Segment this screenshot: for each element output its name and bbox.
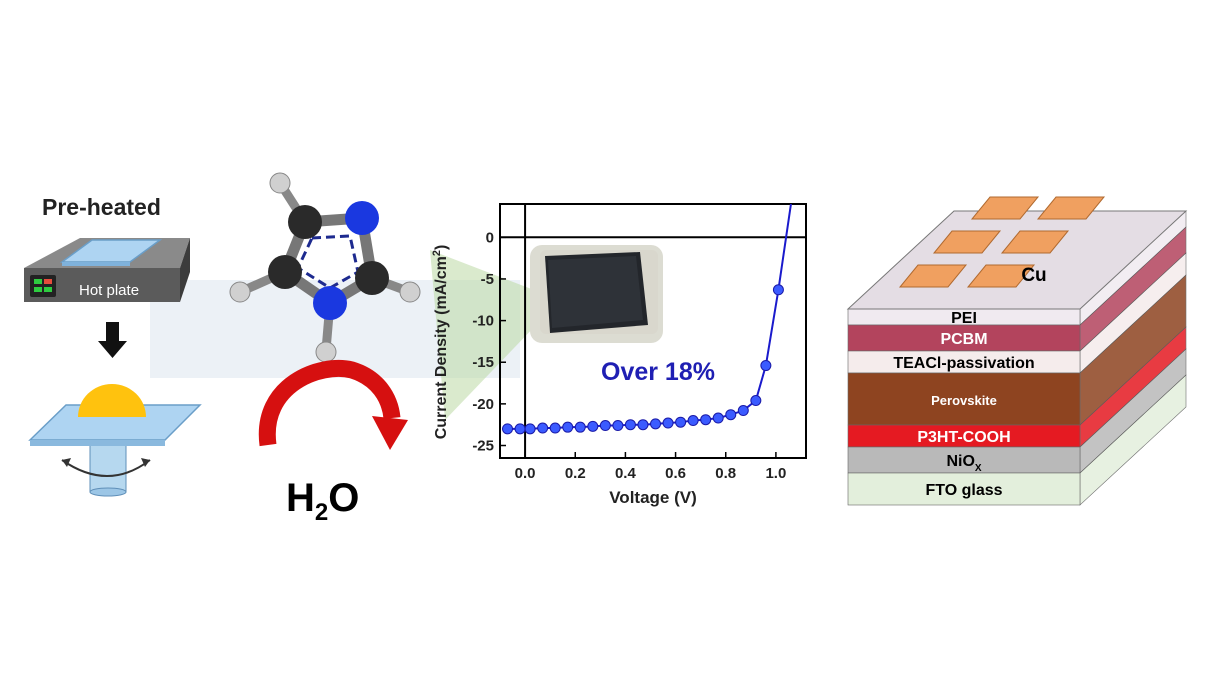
data-point [502, 423, 514, 435]
imidazole-molecule [229, 172, 421, 363]
layer-front [847, 324, 1081, 352]
water-label: H2O [286, 476, 360, 526]
x-tick-label: 0.0 [515, 465, 536, 482]
x-tick-label: 0.2 [565, 465, 586, 482]
data-point [599, 420, 611, 432]
data-point [562, 421, 574, 433]
x-tick-label: 0.4 [615, 465, 637, 482]
layer-label: P3HT-COOH [917, 429, 1010, 446]
data-point [524, 423, 536, 435]
process-beam [150, 280, 520, 378]
device-stack: PEI PCBM TEACl-passivation Perovskite P3HT-C… [846, 196, 1188, 506]
green-spotlight [430, 250, 560, 420]
layer-label: Perovskite [931, 393, 997, 408]
spin-coater [28, 384, 202, 497]
cu-electrode-pad [966, 264, 1036, 288]
data-point [650, 418, 662, 430]
x-tick-label: 1.0 [765, 465, 786, 482]
data-point [687, 415, 699, 427]
data-point [624, 419, 636, 431]
layer-label: FTO glass [925, 482, 1002, 499]
perovskite-film-photo [530, 245, 663, 343]
cu-electrode-pad [1036, 196, 1106, 220]
data-point [612, 420, 624, 432]
cu-electrode-pad [898, 264, 968, 288]
x-tick-label: 0.6 [665, 465, 686, 482]
data-point [750, 395, 762, 407]
data-point [549, 422, 561, 434]
data-point [675, 416, 687, 428]
layer-label: TEACl-passivation [893, 355, 1034, 372]
data-point [772, 284, 784, 296]
data-point [700, 414, 712, 426]
down-arrow [98, 322, 127, 358]
data-point [760, 360, 772, 372]
data-point [637, 419, 649, 431]
x-axis-label: Voltage (V) [609, 488, 697, 507]
data-point [514, 423, 526, 435]
red-curved-arrow [258, 360, 408, 450]
y-tick-label: -25 [472, 438, 494, 455]
y-axis-label: Current Density (mA/cm2) [431, 245, 450, 440]
data-point [587, 420, 599, 432]
y-tick-label: -10 [472, 313, 494, 330]
cu-electrode-pad [932, 230, 1002, 254]
layer-front [847, 372, 1081, 426]
cu-electrode-pad [1000, 230, 1070, 254]
cu-label: Cu [1021, 265, 1046, 286]
hot-plate: Hot plate [24, 238, 190, 302]
plot-frame [499, 203, 807, 459]
layer-label: NiOX [946, 453, 981, 474]
data-point [725, 409, 737, 421]
data-point [712, 412, 724, 424]
y-tick-label: 0 [486, 229, 494, 246]
layer-label: PEI [951, 310, 977, 327]
layer-front [847, 472, 1081, 506]
y-tick-label: -15 [472, 354, 494, 371]
hot-plate-label: Hot plate [79, 282, 139, 299]
x-tick-label: 0.8 [715, 465, 736, 482]
data-point [574, 421, 586, 433]
y-tick-label: -20 [472, 396, 494, 413]
data-point [662, 417, 674, 429]
y-tick-label: -5 [481, 271, 494, 288]
layer-label: PCBM [940, 331, 987, 348]
pre-heated-label: Pre-heated [42, 194, 161, 220]
data-point [537, 422, 549, 434]
efficiency-annotation: Over 18% [601, 358, 715, 386]
cu-electrode-pad [970, 196, 1040, 220]
data-point [737, 405, 749, 417]
jv-chart: 0.0 0.2 0.4 0.6 0.8 1.0 0 -5 -10 -15 -20 -25 Curren… [431, 203, 807, 507]
layer-front [847, 446, 1081, 474]
